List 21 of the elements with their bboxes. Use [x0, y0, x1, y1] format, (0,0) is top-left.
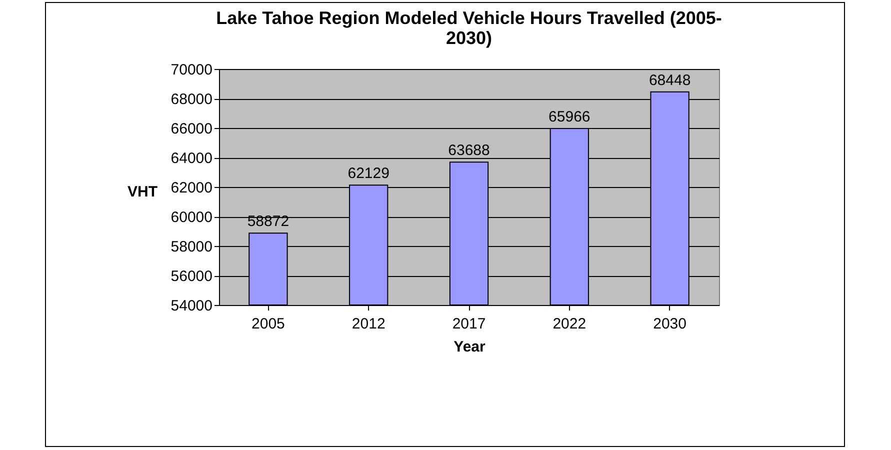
y-tick-label: 54000 — [170, 298, 212, 314]
y-tick-label: 62000 — [170, 180, 212, 196]
data-label: 68448 — [648, 72, 691, 89]
y-tick-label: 70000 — [170, 62, 212, 78]
chart-title: Lake Tahoe Region Modeled Vehicle Hours Travelled (2005-2030) — [216, 8, 722, 48]
x-tick-label: 2012 — [352, 316, 386, 332]
x-tick-label: 2022 — [552, 316, 586, 332]
data-label: 65966 — [548, 108, 590, 126]
y-tick-label: 56000 — [170, 268, 212, 285]
data-label: 62129 — [348, 165, 390, 182]
y-tick-label: 66000 — [170, 120, 212, 138]
data-label: 63688 — [448, 142, 490, 160]
x-tick-label: 2030 — [653, 316, 686, 332]
y-tick-label: 64000 — [170, 150, 212, 167]
y-axis-title: VHT — [128, 184, 158, 200]
x-tick-label: 2005 — [252, 316, 285, 332]
x-tick-label: 2017 — [452, 316, 486, 332]
y-tick-label: 60000 — [170, 209, 212, 226]
y-tick-label: 68000 — [170, 91, 212, 108]
x-axis-title: Year — [454, 338, 486, 356]
y-tick-label: 58000 — [170, 238, 212, 256]
